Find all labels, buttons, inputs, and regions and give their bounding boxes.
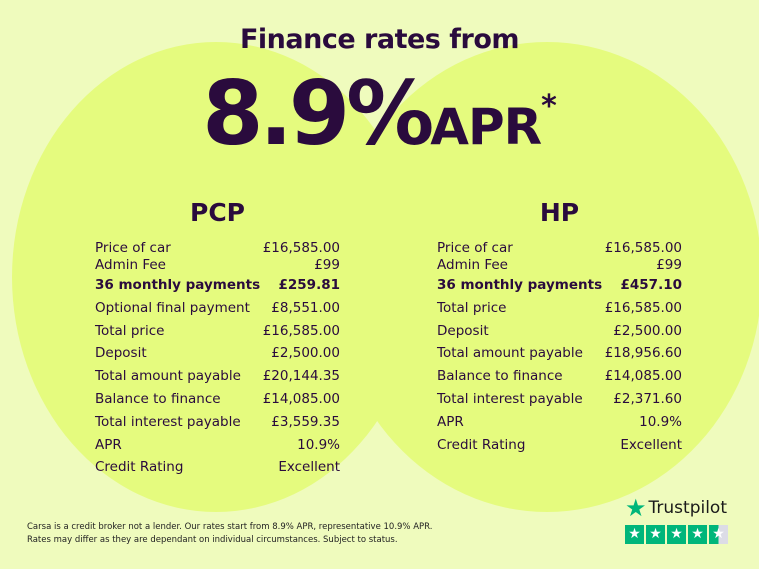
- trustpilot-name: Trustpilot: [648, 498, 727, 518]
- row-label: APR: [95, 436, 122, 453]
- table-row: Total price £16,585.00: [95, 320, 340, 343]
- table-row: Balance to finance £14,085.00: [95, 388, 340, 411]
- table-row: APR 10.9%: [95, 434, 340, 457]
- star-icon: ★: [667, 525, 686, 544]
- table-row: 36 monthly payments £259.81: [95, 274, 340, 297]
- row-label: APR: [437, 413, 464, 430]
- row-value: £16,585.00: [604, 240, 682, 256]
- table-row: Price of car £16,585.00: [95, 240, 340, 257]
- table-row: Deposit £2,500.00: [95, 342, 340, 365]
- row-label: Admin Fee: [95, 257, 166, 273]
- row-value: Excellent: [620, 436, 682, 453]
- star-icon: ★: [688, 525, 707, 544]
- disclaimer-line: Carsa is a credit broker not a lender. O…: [27, 522, 433, 532]
- row-value: £259.81: [278, 277, 341, 293]
- rate-headline: 8.9%APR*: [0, 62, 759, 165]
- background-circle-right: [332, 42, 759, 512]
- disclaimer: Carsa is a credit broker not a lender. O…: [27, 521, 432, 547]
- row-value: £16,585.00: [262, 322, 340, 339]
- hp-title: HP: [539, 198, 580, 227]
- row-value: £16,585.00: [604, 299, 682, 316]
- headline: Finance rates from: [239, 24, 520, 55]
- row-label: Balance to finance: [437, 368, 563, 385]
- row-label: Total price: [95, 322, 165, 339]
- row-label: Credit Rating: [437, 436, 526, 453]
- row-label: Deposit: [437, 322, 489, 339]
- row-label: Deposit: [95, 345, 147, 362]
- row-label: Credit Rating: [95, 459, 184, 476]
- row-value: £18,956.60: [604, 345, 682, 362]
- table-row: Total amount payable £18,956.60: [437, 342, 682, 365]
- row-label: Total amount payable: [437, 345, 583, 362]
- row-label: Optional final payment: [95, 299, 250, 316]
- trustpilot-badge: ★ Trustpilot ★ ★ ★ ★ ★: [625, 494, 728, 544]
- row-value: £2,500.00: [271, 345, 340, 362]
- trustpilot-rating: ★ ★ ★ ★ ★: [625, 525, 728, 544]
- table-row: Credit Rating Excellent: [95, 456, 340, 479]
- disclaimer-line: Rates may differ as they are dependant o…: [27, 535, 398, 545]
- rate-value: 8.9%: [202, 62, 434, 165]
- table-row: Total amount payable £20,144.35: [95, 365, 340, 388]
- pcp-table: PCP Price of car £16,585.00 Admin Fee £99 36…: [95, 198, 340, 479]
- row-value: Excellent: [278, 459, 340, 476]
- row-label: Admin Fee: [437, 257, 508, 273]
- row-value: £457.10: [620, 277, 683, 293]
- table-row: Balance to finance £14,085.00: [437, 365, 682, 388]
- row-label: Total price: [437, 299, 507, 316]
- row-label: Total interest payable: [437, 390, 583, 407]
- row-label: Balance to finance: [95, 390, 221, 407]
- row-value: £3,559.35: [271, 413, 340, 430]
- trustpilot-star-icon: ★: [625, 494, 647, 522]
- pcp-title: PCP: [190, 198, 245, 227]
- row-label: Price of car: [95, 240, 171, 256]
- row-value: £16,585.00: [262, 240, 340, 256]
- row-value: £99: [656, 257, 682, 273]
- table-row: Price of car £16,585.00: [437, 240, 682, 257]
- table-row: APR 10.9%: [437, 411, 682, 434]
- table-row: Admin Fee £99: [95, 257, 340, 274]
- row-value: £20,144.35: [262, 368, 340, 385]
- apr-label: APR: [430, 98, 542, 156]
- row-label: 36 monthly payments: [437, 277, 603, 293]
- table-row: Total price £16,585.00: [437, 297, 682, 320]
- row-label: Price of car: [437, 240, 513, 256]
- table-row: Total interest payable £2,371.60: [437, 388, 682, 411]
- table-row: Credit Rating Excellent: [437, 434, 682, 457]
- table-row: Deposit £2,500.00: [437, 320, 682, 343]
- asterisk: *: [541, 89, 557, 124]
- row-value: £8,551.00: [271, 299, 340, 316]
- row-value: £2,371.60: [613, 390, 682, 407]
- row-value: £99: [314, 257, 340, 273]
- table-row: Total interest payable £3,559.35: [95, 411, 340, 434]
- row-value: £14,085.00: [604, 368, 682, 385]
- row-label: Total interest payable: [95, 413, 241, 430]
- hp-table: HP Price of car £16,585.00 Admin Fee £99 36 …: [437, 198, 682, 456]
- row-value: £2,500.00: [613, 322, 682, 339]
- table-row: Admin Fee £99: [437, 257, 682, 274]
- star-icon: ★: [646, 525, 665, 544]
- row-value: 10.9%: [639, 413, 682, 430]
- row-label: Total amount payable: [95, 368, 241, 385]
- table-row: 36 monthly payments £457.10: [437, 274, 682, 297]
- star-icon: ★: [625, 525, 644, 544]
- row-value: £14,085.00: [262, 390, 340, 407]
- row-label: 36 monthly payments: [95, 277, 261, 293]
- row-value: 10.9%: [297, 436, 340, 453]
- table-row: Optional final payment £8,551.00: [95, 297, 340, 320]
- star-icon: ★: [709, 525, 728, 544]
